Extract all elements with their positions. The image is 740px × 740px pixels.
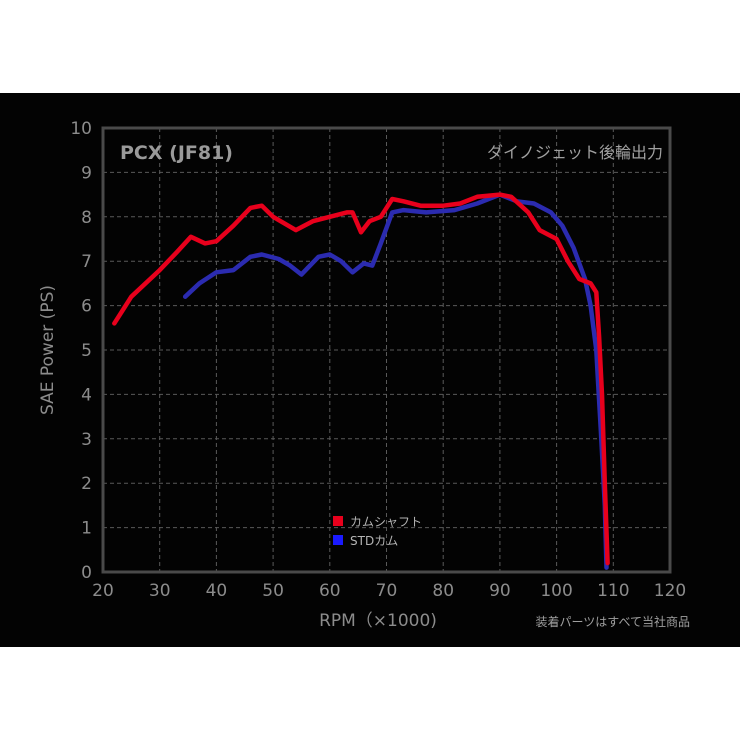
x-tick-label: 50 (262, 581, 284, 601)
y-tick-label: 5 (81, 341, 92, 361)
x-tick-label: 60 (319, 581, 341, 601)
chart-subtitle: ダイノジェット後輪出力 (487, 143, 663, 162)
y-tick-label: 9 (81, 163, 92, 183)
y-tick-label: 8 (81, 208, 92, 228)
x-tick-label: 100 (540, 581, 572, 601)
y-tick-label: 3 (81, 430, 92, 450)
y-tick-label: 10 (70, 119, 92, 139)
y-axis-ticks: 0 1 2 3 4 5 6 7 8 9 10 (70, 119, 92, 583)
legend-label-std-cam: STDカム (350, 534, 398, 548)
chart-background (0, 93, 740, 647)
y-tick-label: 4 (81, 385, 92, 405)
legend-swatch-std-cam (333, 535, 343, 545)
x-tick-label: 80 (432, 581, 454, 601)
x-tick-label: 90 (489, 581, 511, 601)
camshaft-power-line (112, 192, 610, 566)
y-axis-label: SAE Power (PS) (38, 285, 58, 415)
x-axis-ticks: 20 30 40 50 60 70 80 90 100 110 120 (92, 581, 686, 601)
y-tick-label: 7 (81, 252, 92, 272)
y-tick-label: 1 (81, 519, 92, 539)
x-tick-label: 70 (376, 581, 398, 601)
grid-lines (102, 127, 671, 573)
x-tick-label: 120 (654, 581, 686, 601)
x-axis-label: RPM（×1000) (319, 611, 437, 631)
legend-swatch-camshaft (333, 516, 343, 526)
series-lines (112, 192, 610, 570)
x-tick-label: 110 (597, 581, 629, 601)
legend: カムシャフト STDカム (333, 515, 422, 548)
x-tick-label: 30 (149, 581, 171, 601)
std-cam-power-line (182, 192, 609, 570)
y-tick-label: 6 (81, 297, 92, 317)
chart-title: PCX (JF81) (120, 142, 233, 164)
x-tick-label: 40 (206, 581, 228, 601)
legend-label-camshaft: カムシャフト (350, 515, 422, 529)
x-tick-label: 20 (92, 581, 114, 601)
y-tick-label: 0 (81, 563, 92, 583)
parts-note: 装着パーツはすべて当社商品 (536, 614, 690, 629)
y-tick-label: 2 (81, 474, 92, 494)
plot-frame (101, 126, 672, 574)
